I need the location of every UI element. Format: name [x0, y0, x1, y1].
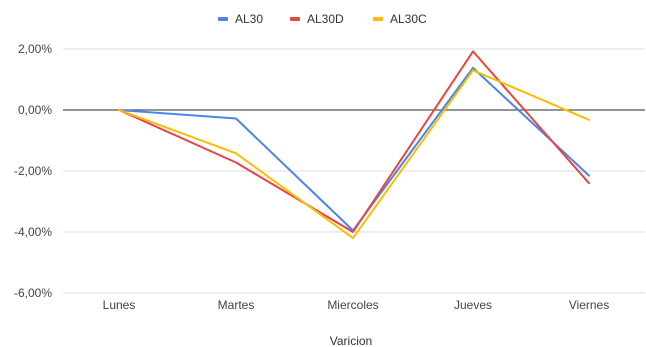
series-line-al30 [118, 66, 590, 232]
x-tick-label: Miercoles [327, 298, 378, 312]
y-axis-ticks: 2,00% 0,00% -2,00% -4,00% -6,00% [14, 42, 52, 300]
legend: AL30 AL30D AL30C [218, 12, 427, 26]
legend-item-al30c: AL30C [373, 12, 427, 26]
legend-swatch [290, 17, 300, 21]
legend-label: AL30 [235, 12, 263, 26]
y-tick-label: 0,00% [18, 103, 52, 117]
y-tick-label: -6,00% [14, 286, 52, 300]
x-tick-label: Martes [218, 298, 255, 312]
legend-swatch [218, 17, 228, 21]
x-tick-label: Viernes [569, 298, 609, 312]
x-axis-ticks: Lunes Martes Miercoles Jueves Viernes [103, 298, 610, 312]
y-tick-label: 2,00% [18, 42, 52, 56]
series-lines [118, 50, 590, 240]
series-line-al30c [118, 69, 590, 240]
legend-label: AL30C [390, 12, 427, 26]
x-axis-title: Varicion [330, 334, 372, 347]
series-line-al30d [118, 50, 590, 233]
x-tick-label: Lunes [103, 298, 136, 312]
x-tick-label: Jueves [454, 298, 492, 312]
y-tick-label: -4,00% [14, 225, 52, 239]
y-tick-label: -2,00% [14, 164, 52, 178]
legend-item-al30: AL30 [218, 12, 263, 26]
legend-swatch [373, 17, 383, 21]
legend-label: AL30D [307, 12, 344, 26]
legend-item-al30d: AL30D [290, 12, 344, 26]
gridlines [63, 48, 645, 294]
